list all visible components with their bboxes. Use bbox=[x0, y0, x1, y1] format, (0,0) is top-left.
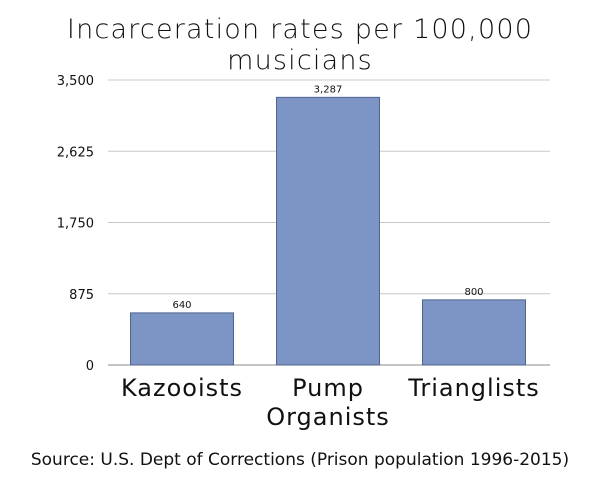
y-tick-label: 1,750 bbox=[57, 217, 94, 232]
y-tick-label: 875 bbox=[69, 288, 94, 303]
bar bbox=[422, 299, 526, 366]
y-tick-label: 0 bbox=[86, 359, 94, 374]
source-note: Source: U.S. Dept of Corrections (Prison… bbox=[30, 450, 570, 470]
x-category-label: Kazooists bbox=[121, 374, 243, 402]
bar bbox=[276, 96, 380, 366]
x-category-label: Trianglists bbox=[407, 374, 540, 402]
bar-value-label: 3,287 bbox=[314, 84, 343, 95]
y-tick-label: 3,500 bbox=[57, 74, 94, 89]
y-tick-label: 2,625 bbox=[57, 145, 94, 160]
x-category-label: Pump bbox=[292, 374, 364, 402]
x-category-label: Organists bbox=[266, 403, 390, 431]
bar-value-label: 800 bbox=[464, 287, 483, 298]
chart-title: Incarceration rates per 100,000 musician… bbox=[66, 14, 534, 76]
bar-value-label: 640 bbox=[172, 300, 191, 311]
bar bbox=[130, 312, 234, 366]
